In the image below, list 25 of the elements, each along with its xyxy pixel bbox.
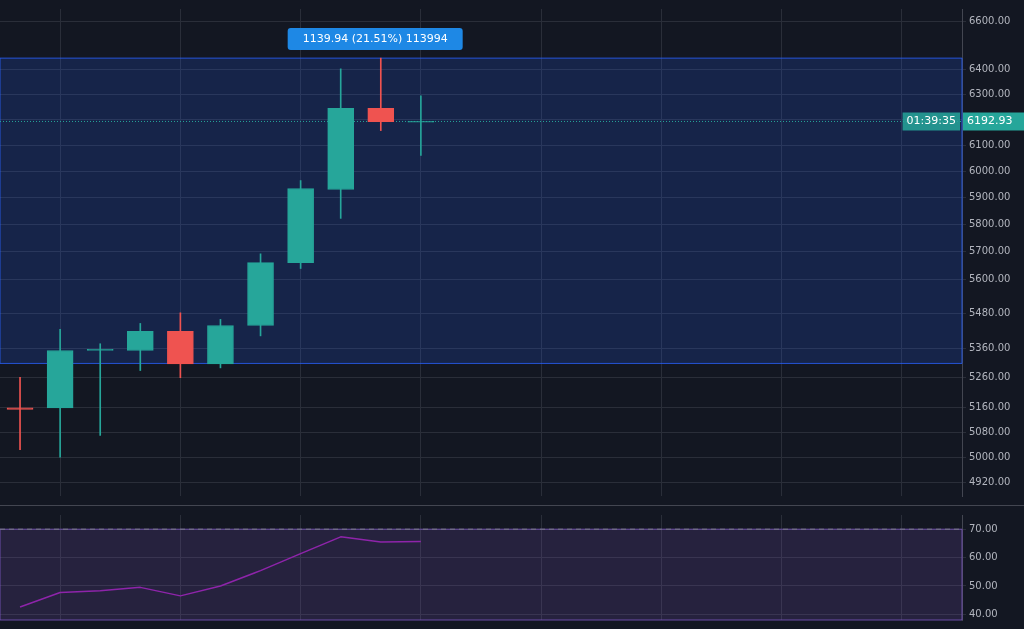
y-tick-label: 5480.00 xyxy=(969,306,1011,318)
y-tick-label: 6400.00 xyxy=(969,63,1011,75)
y-tick-label: 5000.00 xyxy=(969,450,1011,462)
y-tick-label: 40.00 xyxy=(969,607,998,619)
y-tick-label: 5260.00 xyxy=(969,371,1011,383)
candlestick xyxy=(367,57,395,131)
y-tick-label: 5080.00 xyxy=(969,425,1011,437)
y-tick-label: 5360.00 xyxy=(969,341,1011,353)
y-tick-label: 60.00 xyxy=(969,551,998,563)
annotation: 1139.94 (21.51%) 113994 xyxy=(302,31,448,45)
y-tick-label: 70.00 xyxy=(969,522,998,534)
y-tick-label: 5160.00 xyxy=(969,401,1011,413)
y-tick-label: 5900.00 xyxy=(969,191,1011,203)
y-tick-label: 5600.00 xyxy=(969,272,1011,284)
y-tick-label: 5700.00 xyxy=(969,245,1011,257)
annotation: 01:39:35 xyxy=(906,114,956,128)
y-tick-label: 4920.00 xyxy=(969,476,1011,488)
candlestick xyxy=(6,377,34,451)
y-tick-label: 6000.00 xyxy=(969,164,1011,176)
y-tick-label: 6300.00 xyxy=(969,88,1011,100)
y-tick-label: 6600.00 xyxy=(969,15,1011,27)
y-tick-label: 6100.00 xyxy=(969,138,1011,150)
ref-line-label: 6192.93 xyxy=(967,114,1013,128)
y-tick-label: 50.00 xyxy=(969,579,998,591)
y-tick-label: 5800.00 xyxy=(969,217,1011,229)
